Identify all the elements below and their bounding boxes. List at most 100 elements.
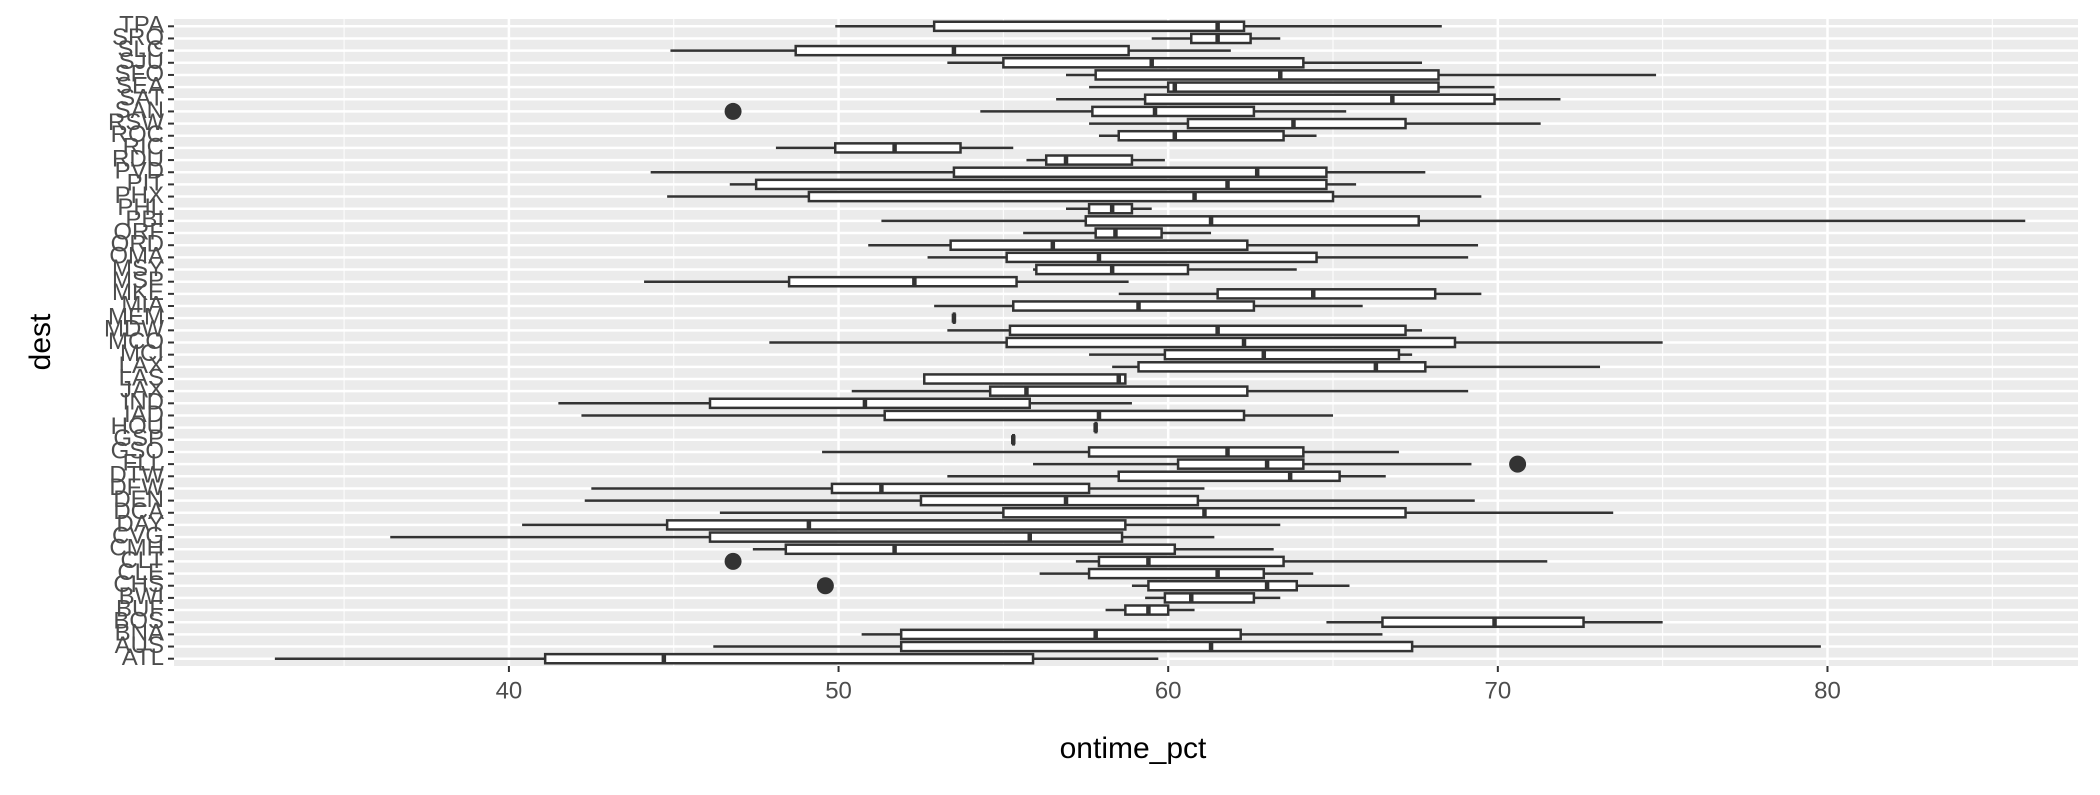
y-tick-label: MDW [104,316,164,343]
box [1190,32,1252,45]
y-tick-label: MKE [112,279,164,306]
y-tick-label: PIT [127,170,165,197]
box [834,142,962,154]
box [1117,129,1285,142]
y-tick-label: DAY [116,510,164,537]
box [1176,458,1305,470]
box [1005,336,1457,349]
box [899,628,1242,641]
y-tick-label: RSW [108,109,164,136]
box [1094,69,1440,81]
box [1087,567,1266,580]
box [1137,361,1427,373]
box [919,494,1200,507]
outlier [1509,455,1527,473]
y-tick-label: AUS [115,632,164,659]
box [899,640,1414,653]
y-tick-label: RDU [112,145,164,172]
y-tick-label: FLL [123,449,164,476]
y-tick-label: CLE [117,559,164,586]
y-tick-label: LAX [119,352,164,379]
y-tick-label: ROC [111,121,164,148]
box [1186,117,1407,130]
x-axis-title: ontime_pct [1060,732,1207,765]
x-tick-label: 40 [496,677,523,704]
outlier [816,577,834,595]
box [1163,592,1256,604]
box [1097,555,1285,568]
box [883,409,1246,422]
y-tick-label: HOU [111,413,164,440]
y-tick-label: CHS [113,571,164,598]
box [1216,288,1437,300]
y-tick-label: SFO [115,60,164,87]
outlier [724,102,742,120]
x-tick-label: 80 [1814,677,1841,704]
box [932,20,1246,33]
box [1166,81,1440,93]
y-axis-title: dest [24,313,57,370]
y-tick-label: BOS [113,608,164,635]
box [787,275,1018,288]
y-tick-label: GSP [113,425,164,452]
box [1008,324,1407,337]
y-tick-label: TPA [119,12,164,39]
y-tick-label: BUF [116,595,164,622]
box [830,482,1091,495]
y-tick-label: SEA [116,72,164,99]
box [543,652,1035,665]
box [794,44,1130,57]
y-tick-label: DEN [113,486,164,513]
y-tick-label: DCA [113,498,164,525]
box [1084,215,1420,227]
box [708,397,1031,410]
box [1091,105,1256,118]
y-tick-label: SAN [115,97,164,124]
box [1143,93,1496,106]
y-tick-label: ORD [111,231,164,258]
y-tick-label: CMH [109,535,164,562]
y-tick-label: SJU [119,48,164,75]
y-tick-label: JAX [120,376,164,403]
box [988,385,1249,397]
y-tick-label: RIC [123,133,164,160]
y-tick-label: PVD [115,158,164,185]
box [923,373,1127,385]
outlier [724,552,742,570]
box [1381,616,1585,629]
y-tick-label: DFW [109,474,164,501]
y-tick-label: BNA [115,620,164,647]
box [1163,348,1401,361]
x-tick-label: 50 [825,677,852,704]
y-tick-label: PHX [115,182,164,209]
box [1147,579,1299,592]
y-tick-label: IAD [124,401,164,428]
y-tick-label: CLT [120,547,164,574]
y-tick-label: MEM [108,304,164,331]
y-tick-label: PBI [125,206,164,233]
box [665,519,1127,531]
y-tick-label: OMA [109,243,164,270]
box [1094,227,1163,239]
box [949,239,1249,252]
x-tick-label: 70 [1484,677,1511,704]
y-tick-label: SLC [117,36,164,63]
x-tick-label: 60 [1155,677,1182,704]
y-tick-label: MIA [121,291,164,318]
y-tick-label: ATL [122,644,164,671]
y-tick-label: DTW [109,462,164,489]
box [784,543,1177,556]
box [1044,154,1134,166]
box [754,178,1328,191]
box [1117,470,1341,483]
y-tick-label: BWI [119,583,164,610]
y-tick-label: SRQ [112,24,164,51]
y-tick-label: GSO [111,437,164,464]
y-tick-label: LAS [119,364,164,391]
box [708,531,1124,543]
y-tick-label: PHL [117,194,164,221]
box [1005,251,1318,264]
y-tick-label: MCI [120,340,164,367]
y-tick-label: CVG [112,522,164,549]
